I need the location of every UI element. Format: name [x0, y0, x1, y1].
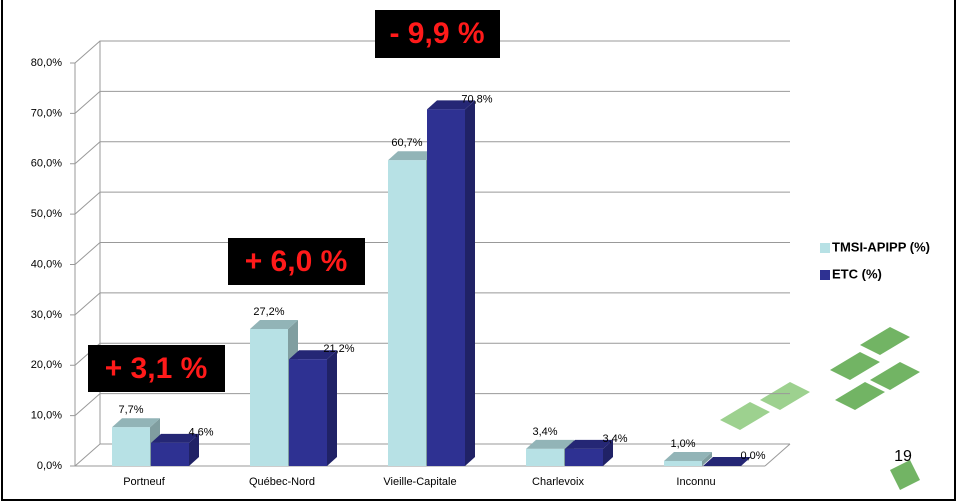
- bar-side: [327, 350, 337, 466]
- y-tick-label: 0,0%: [37, 460, 62, 472]
- floor-line: [764, 443, 791, 467]
- grid-line: [74, 141, 790, 165]
- x-tick-label: Québec-Nord: [249, 476, 315, 488]
- bar: [565, 439, 613, 466]
- annotations: + 3,1 % + 6,0 % - 9,9 %: [88, 10, 500, 392]
- deco-arrow: [830, 352, 880, 380]
- grid-line: [74, 242, 790, 265]
- bar-side: [189, 433, 199, 466]
- bar-front: [388, 160, 426, 466]
- x-tick-label: Portneuf: [123, 476, 166, 488]
- bar: [151, 433, 199, 466]
- deco-arrow: [760, 382, 810, 410]
- annotation: + 6,0 %: [245, 245, 348, 278]
- value-label: 70,8%: [461, 93, 492, 105]
- bar-front: [664, 460, 702, 466]
- bar: [289, 350, 337, 466]
- bar-top: [664, 451, 712, 461]
- page-number: 19: [894, 448, 912, 465]
- bar-front: [112, 427, 150, 466]
- deco-arrow: [720, 402, 770, 430]
- value-label: 4,6%: [188, 427, 213, 439]
- bar-front: [526, 448, 564, 466]
- legend-swatch: [820, 243, 830, 253]
- deco-arrow: [870, 362, 920, 390]
- bar-top: [526, 439, 574, 449]
- value-label: 1,0%: [670, 438, 695, 450]
- bar-side: [465, 100, 475, 466]
- y-tick-label: 60,0%: [31, 158, 62, 170]
- bar: [112, 418, 160, 466]
- value-label: 7,7%: [118, 404, 143, 416]
- annotation: - 9,9 %: [389, 17, 484, 50]
- bar-top: [112, 418, 160, 428]
- grid-line: [74, 191, 790, 215]
- annotation: + 3,1 %: [105, 352, 208, 385]
- bar-top: [250, 319, 298, 329]
- bar: [427, 100, 475, 466]
- x-tick-label: Charlevoix: [532, 476, 584, 488]
- bar-side: [702, 451, 712, 466]
- grid-line: [74, 393, 790, 417]
- value-label: 27,2%: [253, 306, 284, 318]
- bar-front: [289, 359, 327, 466]
- bar-front: [427, 109, 465, 466]
- bar-top: [388, 151, 436, 161]
- bar-top: [151, 433, 199, 443]
- y-tick-label: 80,0%: [31, 57, 62, 69]
- y-tick-label: 70,0%: [31, 107, 62, 119]
- value-label: 60,7%: [391, 137, 422, 149]
- deco-arrow: [860, 327, 910, 355]
- bar-side: [603, 439, 613, 466]
- grid-line: [74, 292, 790, 316]
- value-label: 0,0%: [740, 450, 765, 462]
- deco-arrow: [835, 382, 885, 410]
- value-label: 21,2%: [323, 343, 354, 355]
- value-label: 3,4%: [532, 426, 557, 438]
- bar-top: [565, 439, 613, 449]
- annotation-box: [88, 345, 225, 392]
- decoration: [720, 327, 920, 490]
- deco-arrow: [890, 460, 920, 490]
- y-tick-label: 30,0%: [31, 309, 62, 321]
- bar: [703, 457, 751, 466]
- y-tick-label: 10,0%: [31, 410, 62, 422]
- y-tick-label: 40,0%: [31, 258, 62, 270]
- bar-top: [427, 100, 475, 110]
- annotation-box: [228, 238, 365, 285]
- legend-label: ETC (%): [832, 266, 882, 281]
- grid-line: [74, 90, 790, 114]
- bar-front: [151, 442, 189, 466]
- x-tick-label: Vieille-Capitale: [383, 476, 456, 488]
- bar-front: [565, 448, 603, 466]
- legend-label: TMSI-APIPP (%): [832, 239, 930, 254]
- grid-line: [74, 40, 790, 64]
- bar: [664, 451, 712, 466]
- annotation-box: [375, 10, 500, 58]
- y-tick-label: 20,0%: [31, 359, 62, 371]
- value-label: 3,4%: [602, 433, 627, 445]
- x-tick-label: Inconnu: [676, 476, 715, 488]
- bar-top: [289, 350, 337, 360]
- legend-swatch: [820, 270, 830, 280]
- bar-top: [703, 457, 751, 466]
- grid-line: [74, 342, 790, 366]
- bar-front: [250, 328, 288, 466]
- y-tick-label: 50,0%: [31, 208, 62, 220]
